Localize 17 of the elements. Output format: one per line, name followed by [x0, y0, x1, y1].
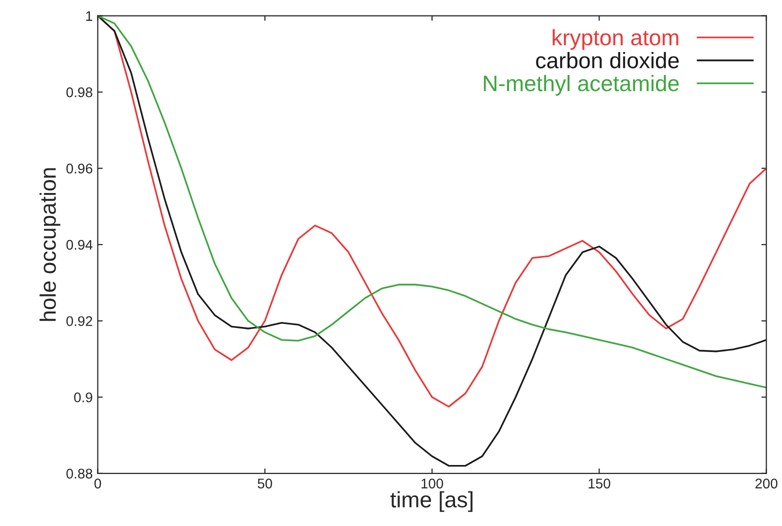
y-tick-label: 0.9	[74, 392, 92, 402]
x-tick-label: 200	[755, 478, 778, 488]
legend-label: N-methyl acetamide	[484, 74, 679, 96]
x-tick-label: 100	[422, 478, 444, 488]
y-tick-label: 0.92	[66, 316, 92, 326]
x-axis-title: time [as]	[390, 491, 472, 512]
y-tick-label: 0.98	[66, 87, 92, 98]
y-tick-label: 0.88	[66, 468, 92, 479]
x-tick-label: 150	[588, 478, 610, 488]
legend-label: krypton atom	[552, 29, 678, 50]
y-tick-label: 0.94	[66, 240, 92, 250]
y-tick-label: 0.96	[66, 164, 92, 174]
x-tick-label: 0	[94, 478, 102, 488]
y-axis-title: hole occupation	[40, 168, 60, 321]
y-tick-label: 1	[86, 11, 92, 21]
legend-label: carbon dioxide	[536, 52, 679, 68]
x-tick-label: 50	[258, 478, 272, 488]
